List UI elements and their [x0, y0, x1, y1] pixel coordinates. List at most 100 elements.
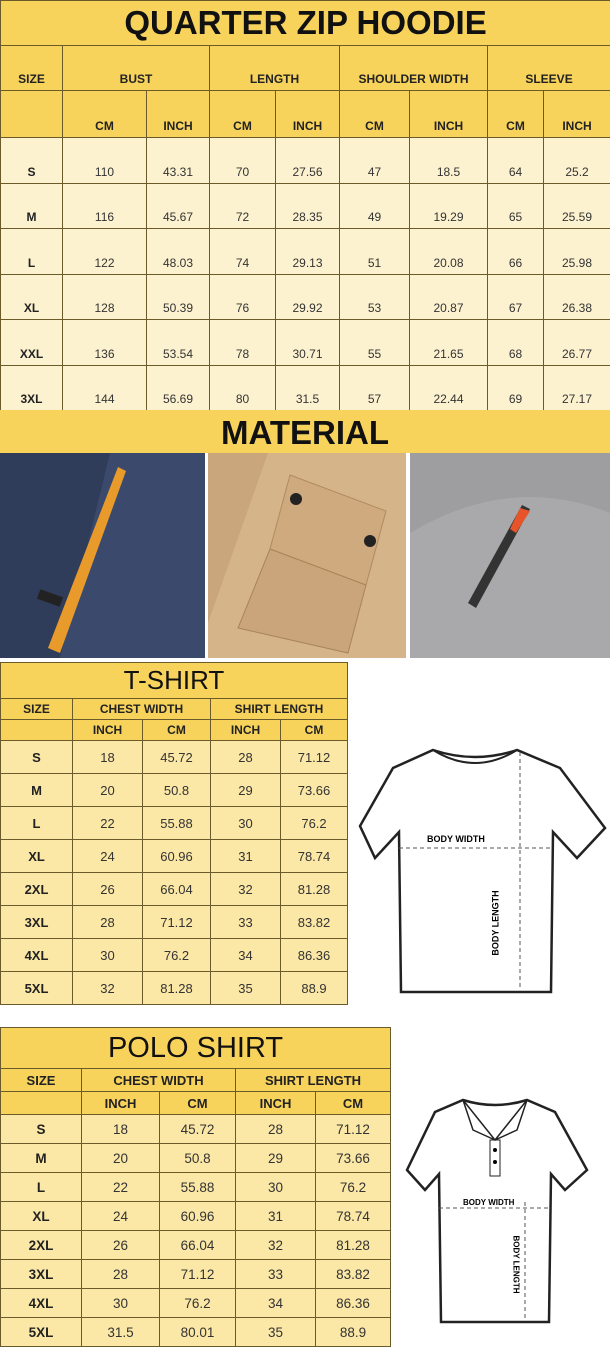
size-cell: L: [0, 1172, 82, 1202]
measurement-cell: 48.03: [146, 228, 210, 275]
measurement-cell: 28: [72, 905, 143, 939]
measurement-cell: 50.39: [146, 273, 210, 320]
measurement-cell: 34: [235, 1288, 316, 1318]
tshirt-body-width-label: BODY WIDTH: [427, 834, 485, 844]
table-row: 3XL 144 56.69 80 31.5 57 22.44 69 27.17: [0, 364, 610, 411]
measurement-cell: 18.5: [409, 137, 488, 184]
unit-header: INCH: [409, 90, 488, 138]
measurement-cell: 30: [72, 938, 143, 972]
measurement-cell: 83.82: [314, 1259, 392, 1289]
unit-header: INCH: [210, 719, 281, 741]
measurement-cell: 30: [81, 1288, 160, 1318]
measurement-cell: 29: [235, 1143, 316, 1173]
table-row: 3XL 28 71.12 33 83.82: [0, 905, 348, 939]
measurement-cell: 30.71: [275, 319, 340, 366]
measurement-cell: 76.2: [280, 806, 348, 840]
table-row: M 20 50.8 29 73.66: [0, 773, 348, 807]
measurement-cell: 30: [210, 806, 281, 840]
measurement-cell: 49: [339, 182, 410, 229]
polo-body-length-label: BODY LENGTH: [511, 1235, 521, 1294]
table-row: 4XL 30 76.2 34 86.36: [0, 1288, 392, 1318]
measurement-cell: 34: [210, 938, 281, 972]
size-cell: S: [0, 1114, 82, 1144]
measurement-cell: 71.12: [142, 905, 211, 939]
measurement-cell: 21.65: [409, 319, 488, 366]
measurement-cell: 27.56: [275, 137, 340, 184]
unit-header: INCH: [146, 90, 210, 138]
measurement-cell: 24: [72, 839, 143, 873]
measurement-cell: 53: [339, 273, 410, 320]
measurement-cell: 78: [209, 319, 276, 366]
measurement-cell: 43.31: [146, 137, 210, 184]
group-header: CHEST WIDTH: [72, 698, 211, 720]
measurement-cell: 18: [81, 1114, 160, 1144]
measurement-cell: 71.12: [159, 1259, 236, 1289]
tshirt-diagram: BODY WIDTH BODY LENGTH: [355, 740, 610, 1000]
unit-header: CM: [280, 719, 348, 741]
measurement-cell: 66.04: [159, 1230, 236, 1260]
measurement-cell: 69: [487, 364, 544, 411]
navy-pocket-zipper-icon: [0, 453, 205, 658]
measurement-cell: 32: [210, 872, 281, 906]
measurement-cell: 72: [209, 182, 276, 229]
size-cell: M: [0, 182, 63, 229]
measurement-cell: 71.12: [314, 1114, 392, 1144]
tshirt-outline-icon: [358, 748, 607, 994]
unit-header: INCH: [72, 719, 143, 741]
measurement-cell: 26: [81, 1230, 160, 1260]
unit-header: CM: [314, 1091, 392, 1115]
measurement-cell: 86.36: [314, 1288, 392, 1318]
group-header: BUST: [62, 45, 210, 91]
table-row: 3XL 28 71.12 33 83.82: [0, 1259, 392, 1289]
material-photo-khaki: [208, 453, 406, 658]
size-cell: 3XL: [0, 364, 63, 411]
measurement-cell: 24: [81, 1201, 160, 1231]
unit-header: CM: [62, 90, 147, 138]
unit-header: INCH: [542, 90, 610, 138]
measurement-cell: 45.72: [142, 740, 211, 774]
size-cell: 2XL: [0, 1230, 82, 1260]
measurement-cell: 76: [209, 273, 276, 320]
size-cell: 3XL: [0, 1259, 82, 1289]
measurement-cell: 116: [62, 182, 147, 229]
unit-header: CM: [487, 90, 544, 138]
size-cell: 4XL: [0, 938, 73, 972]
table-row: XXL 136 53.54 78 30.71 55 21.65 68 26.77: [0, 319, 610, 366]
size-cell: 3XL: [0, 905, 73, 939]
table-row: 5XL 31.5 80.01 35 88.9: [0, 1317, 392, 1347]
table-row: S 110 43.31 70 27.56 47 18.5 64 25.2: [0, 137, 610, 184]
size-cell: L: [0, 806, 73, 840]
measurement-cell: 29.13: [275, 228, 340, 275]
measurement-cell: 20.08: [409, 228, 488, 275]
empty-header-cell: [0, 90, 63, 138]
measurement-cell: 122: [62, 228, 147, 275]
polo-outline-icon: [405, 1098, 589, 1324]
measurement-cell: 31: [210, 839, 281, 873]
measurement-cell: 28: [235, 1114, 316, 1144]
table-row: M 20 50.8 29 73.66: [0, 1143, 392, 1173]
measurement-cell: 55: [339, 319, 410, 366]
measurement-cell: 30: [235, 1172, 316, 1202]
table-row: S 18 45.72 28 71.12: [0, 740, 348, 774]
measurement-cell: 60.96: [159, 1201, 236, 1231]
measurement-cell: 20: [72, 773, 143, 807]
measurement-cell: 32: [235, 1230, 316, 1260]
table-title: QUARTER ZIP HOODIE: [0, 0, 610, 46]
size-cell: M: [0, 773, 73, 807]
measurement-cell: 68: [487, 319, 544, 366]
size-cell: XL: [0, 839, 73, 873]
unit-header: CM: [159, 1091, 236, 1115]
measurement-cell: 56.69: [146, 364, 210, 411]
table-row: S 18 45.72 28 71.12: [0, 1114, 392, 1144]
measurement-cell: 81.28: [314, 1230, 392, 1260]
polo-body-width-label: BODY WIDTH: [463, 1198, 515, 1207]
measurement-cell: 71.12: [280, 740, 348, 774]
measurement-cell: 76.2: [159, 1288, 236, 1318]
tshirt-size-table: T-SHIRT SIZE CHEST WIDTH SHIRT LENGTH INCH CM…: [0, 662, 348, 1005]
measurement-cell: 60.96: [142, 839, 211, 873]
measurement-cell: 47: [339, 137, 410, 184]
polo-size-table: POLO SHIRT SIZE CHEST WIDTH SHIRT LENGTH INC…: [0, 1027, 392, 1347]
size-cell: 5XL: [0, 1317, 82, 1347]
measurement-cell: 20: [81, 1143, 160, 1173]
measurement-cell: 65: [487, 182, 544, 229]
